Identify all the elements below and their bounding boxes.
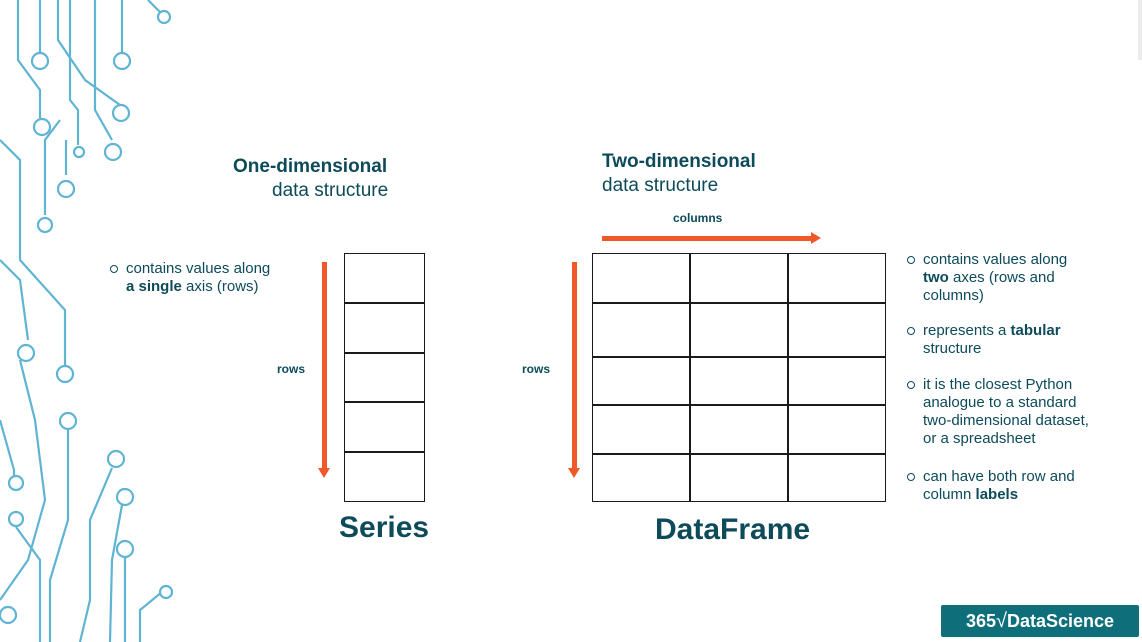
dataframe-columns-arrowhead-icon [811,232,821,244]
series-cell [344,302,425,354]
bullet-dot-icon [110,265,118,273]
dataframe-heading-bold: Two-dimensional [602,151,756,172]
series-rows-arrowhead-icon [318,468,330,478]
dataframe-rows-arrow [572,262,577,468]
bullet1-bold: two [923,269,949,286]
bullet4-line1: can have both row and [923,468,1075,485]
series-heading-bold: One-dimensional [233,156,388,177]
dataframe-cell [689,253,789,304]
dataframe-rows-label: rows [522,362,551,376]
dataframe-cell [787,253,886,304]
dataframe-cell [689,453,789,502]
dataframe-cell [592,404,691,455]
dataframe-bullet-tabular: represents a tabular structure [907,322,1061,358]
bullet-dot-icon [907,473,915,481]
dataframe-cell [592,356,691,406]
series-bullet: contains values along a single axis (row… [110,260,271,296]
series-cell [344,352,425,403]
dataframe-cell [592,453,691,502]
bullet4-pre: column [923,486,976,503]
bullet3-line1: it is the closest Python [923,376,1073,393]
dataframe-cell [592,253,691,304]
dataframe-cell [787,302,886,358]
dataframe-title: DataFrame [655,513,811,546]
bullet2-pre: represents a [923,322,1011,339]
sqrt-icon: √ [996,610,1007,632]
dataframe-heading-rest: data structure [602,175,719,196]
dataframe-cell [787,453,886,502]
dataframe-bullet-labels: can have both row and column labels [907,468,1075,504]
series-bullet-rest: axis (rows) [181,278,259,295]
series-bullet-bold: a single [126,278,182,295]
bullet-dot-icon [907,381,915,389]
dataframe-columns-arrow [602,236,812,241]
dataframe-bullet-axes: contains values along two axes (rows and… [907,251,1068,305]
logo-part1: 365 [965,611,996,631]
dataframe-cell [787,404,886,455]
dataframe-cell [592,302,691,358]
bullet1-line1: contains values along [923,251,1068,268]
bullet-dot-icon [907,327,915,335]
dataframe-bullet-analogue: it is the closest Python analogue to a s… [907,376,1089,448]
window-edge [1138,0,1142,60]
dataframe-cell [689,356,789,406]
series-bullet-line1: contains values along [126,260,271,277]
series-heading-rest: data structure [272,180,389,201]
bullet4-bold: labels [975,486,1019,503]
series-rows-arrow [322,262,327,468]
brand-logo: 365√DataScience [941,605,1139,637]
dataframe-cell [689,302,789,358]
bullet3-line4: or a spreadsheet [923,430,1036,447]
bullet1-rest: axes (rows and [948,269,1055,286]
dataframe-rows-arrowhead-icon [568,468,580,478]
dataframe-cell [689,404,789,455]
bullet2-bold: tabular [1010,322,1061,339]
circuit-decoration [0,0,174,642]
series-cell [344,451,425,502]
bullet2-line2: structure [923,340,982,357]
series-cell [344,253,425,304]
series-title: Series [339,511,430,544]
bullet3-line3: two-dimensional dataset, [923,412,1089,429]
bullet1-line3: columns) [923,287,984,304]
bullet-dot-icon [907,256,915,264]
series-rows-label: rows [277,362,306,376]
dataframe-cell [787,356,886,406]
bullet3-line2: analogue to a standard [923,394,1077,411]
series-cell [344,401,425,453]
dataframe-columns-label: columns [673,211,723,225]
logo-part2: DataScience [1006,611,1115,631]
